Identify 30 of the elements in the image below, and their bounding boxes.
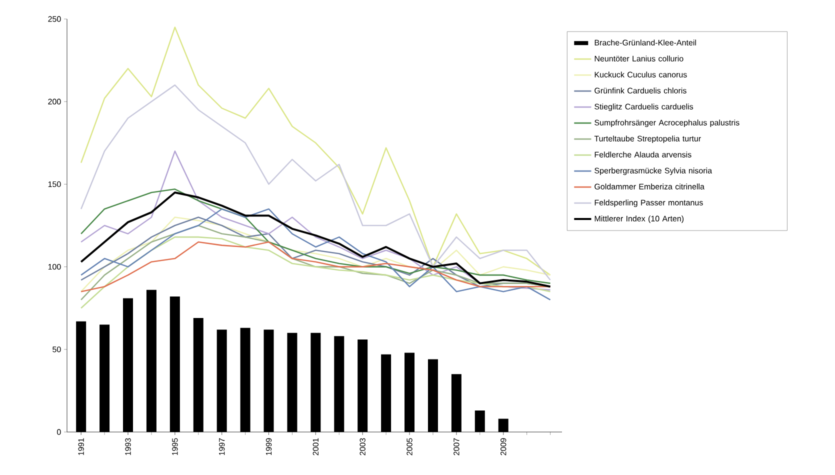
- x-tick-label: 2009: [500, 438, 506, 456]
- y-tick-label: 150: [48, 181, 61, 188]
- x-tick-label: 2007: [454, 438, 460, 456]
- x-tick-label: 1997: [219, 438, 225, 456]
- legend-label: Feldsperling Passer montanus: [594, 200, 703, 208]
- y-tick-label: 250: [48, 16, 61, 22]
- y-tick-label: 50: [52, 346, 61, 352]
- x-tick-label: 1991: [78, 438, 84, 456]
- x-tick-label: 2001: [312, 438, 319, 456]
- line-series: [80, 26, 551, 276]
- x-tick-label: 2003: [360, 438, 366, 456]
- legend-label: Stieglitz Carduelis carduelis: [594, 104, 694, 112]
- x-tick-label: 2005: [406, 438, 412, 456]
- y-tick-label: 0: [57, 429, 61, 435]
- y-tick-label: 200: [48, 98, 61, 104]
- legend-label: Mittlerer Index (10 Arten): [594, 216, 684, 224]
- legend-label: Goldammer Emberiza citrinella: [594, 184, 704, 190]
- legend-label: Neuntöter Lanius collurio: [594, 56, 684, 62]
- legend-label: Turteltaube Streptopelia turtur: [594, 136, 701, 144]
- legend-label: Feldlerche Alauda arvensis: [594, 152, 692, 158]
- legend-label: Grünfink Carduelis chloris: [594, 88, 686, 94]
- legend-label: Brache-Grünland-Klee-Anteil: [594, 40, 696, 46]
- x-tick-label: 1999: [266, 438, 272, 456]
- x-tick-label: 1995: [172, 438, 178, 456]
- legend-label: Kuckuck Cuculus canorus: [594, 72, 687, 78]
- legend-label: Sumpfrohrsänger Acrocephalus palustris: [594, 120, 740, 128]
- x-tick-label: 1993: [125, 438, 131, 456]
- y-tick-label: 100: [48, 264, 61, 270]
- legend-label: Sperbergrasmücke Sylvia nisoria: [594, 168, 712, 176]
- line-series: [80, 208, 551, 300]
